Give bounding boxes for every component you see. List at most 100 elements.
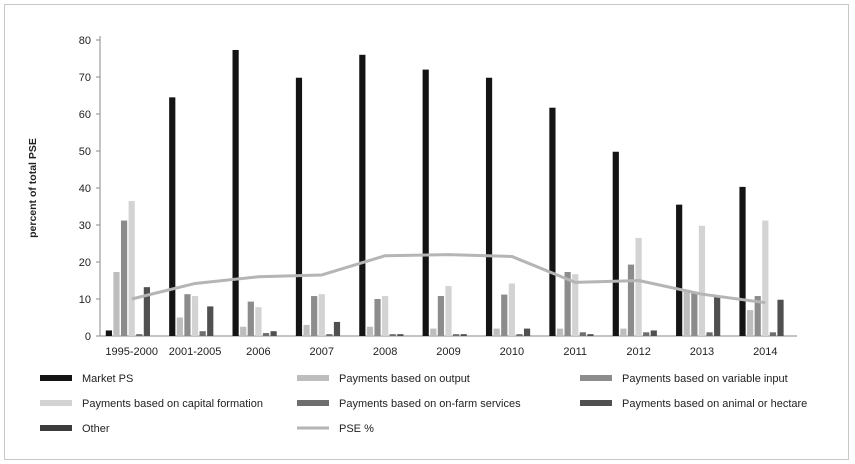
bar-payments-based-on-variable-input-1995-2000 (120, 220, 128, 336)
bar-market-ps-2011 (549, 107, 556, 337)
legend-swatch-payments-based-on-animal-or-hectare (580, 400, 612, 406)
bar-payments-based-on-animal-or-hectare-2010 (523, 328, 531, 336)
bar-market-ps-2008 (359, 54, 366, 337)
bar-payments-based-on-capital-formation-2008 (382, 296, 389, 336)
bar-payments-based-on-capital-formation-2001-2005 (191, 296, 199, 336)
bar-payments-based-on-capital-formation-1995-2000 (128, 200, 135, 336)
bar-market-ps-2007 (295, 77, 303, 337)
bar-market-ps-2006 (232, 49, 239, 337)
bar-payments-based-on-animal-or-hectare-2007 (333, 321, 341, 336)
legend-swatch-payments-based-on-on-farm-services (297, 400, 329, 406)
legend-label-other: Other (82, 423, 110, 435)
y-tick-label: 10 (79, 294, 91, 306)
bars (105, 49, 784, 337)
y-tick-label: 40 (79, 183, 91, 195)
bar-payments-based-on-output-1995-2000 (113, 271, 120, 336)
bar-market-ps-2010 (485, 77, 493, 337)
bar-market-ps-2014 (739, 186, 746, 336)
bar-payments-based-on-output-2010 (493, 328, 500, 336)
bar-payments-based-on-variable-input-2009 (437, 296, 444, 336)
bar-payments-based-on-capital-formation-2014 (762, 220, 769, 336)
bar-payments-based-on-capital-formation-2011 (572, 274, 579, 336)
bar-market-ps-2009 (422, 69, 429, 336)
bar-payments-based-on-variable-input-2012 (627, 264, 635, 336)
bar-payments-based-on-variable-input-2001-2005 (184, 294, 191, 336)
bar-payments-based-on-on-farm-services-2011 (579, 332, 586, 336)
bar-payments-based-on-animal-or-hectare-1995-2000 (143, 287, 150, 336)
x-tick-label: 2010 (500, 346, 524, 358)
x-tick-label: 2011 (563, 346, 587, 358)
bar-payments-based-on-animal-or-hectare-2014 (777, 299, 784, 336)
bar-payments-based-on-output-2001-2005 (176, 317, 183, 336)
bar-market-ps-2001-2005 (169, 97, 176, 336)
bar-payments-based-on-on-farm-services-2006 (262, 333, 270, 336)
bar-payments-based-on-animal-or-hectare-2006 (270, 331, 277, 336)
bar-payments-based-on-output-2006 (240, 326, 247, 336)
bar-payments-based-on-animal-or-hectare-2013 (714, 297, 721, 336)
legend-swatch-payments-based-on-capital-formation (40, 400, 72, 406)
bar-market-ps-2013 (676, 204, 683, 336)
bar-payments-based-on-variable-input-2014 (754, 296, 761, 336)
x-tick-label: 2007 (310, 346, 334, 358)
bar-market-ps-2012 (612, 151, 619, 336)
legend-swatch-payments-based-on-output (297, 375, 329, 381)
bar-payments-based-on-variable-input-2007 (311, 296, 318, 336)
y-tick-label: 50 (79, 146, 91, 158)
legend-swatch-market-ps (40, 375, 72, 381)
legend-label-market-ps: Market PS (82, 373, 133, 385)
legend-label-payments-based-on-capital-formation: Payments based on capital formation (82, 398, 263, 410)
bar-payments-based-on-capital-formation-2009 (445, 286, 452, 336)
bar-payments-based-on-output-2009 (430, 328, 437, 336)
y-tick-label: 60 (79, 109, 91, 121)
bar-payments-based-on-on-farm-services-2013 (706, 332, 713, 336)
x-tick-label: 2012 (626, 346, 650, 358)
bar-payments-based-on-on-farm-services-2010 (516, 334, 523, 336)
bar-payments-based-on-output-2012 (620, 328, 627, 336)
legend-label-pse: PSE % (339, 423, 374, 435)
bar-payments-based-on-animal-or-hectare-2001-2005 (207, 306, 214, 336)
bar-payments-based-on-on-farm-services-1995-2000 (136, 334, 143, 336)
y-tick-label: 0 (85, 331, 91, 343)
bar-payments-based-on-output-2011 (556, 328, 564, 336)
x-tick-label: 2008 (373, 346, 397, 358)
legend-label-payments-based-on-animal-or-hectare: Payments based on animal or hectare (622, 398, 807, 410)
bar-payments-based-on-animal-or-hectare-2012 (650, 330, 657, 336)
bar-payments-based-on-variable-input-2013 (691, 291, 698, 336)
x-tick-label: 2001-2005 (169, 346, 222, 358)
legend-swatch-other (40, 425, 72, 431)
y-tick-label: 80 (79, 35, 91, 47)
bar-payments-based-on-capital-formation-2012 (635, 237, 642, 336)
legend-label-payments-based-on-output: Payments based on output (339, 373, 470, 385)
bar-payments-based-on-variable-input-2010 (501, 294, 508, 336)
bar-payments-based-on-output-2014 (747, 310, 754, 336)
bar-payments-based-on-on-farm-services-2001-2005 (199, 331, 206, 336)
bar-payments-based-on-capital-formation-2013 (698, 225, 706, 336)
x-tick-label: 1995-2000 (105, 346, 158, 358)
bar-payments-based-on-capital-formation-2007 (318, 294, 325, 336)
bar-payments-based-on-animal-or-hectare-2011 (587, 334, 594, 336)
y-tick-label: 70 (79, 72, 91, 84)
bar-payments-based-on-on-farm-services-2007 (326, 334, 333, 336)
bar-payments-based-on-output-2007 (303, 324, 310, 336)
x-tick-label: 2013 (690, 346, 714, 358)
bar-payments-based-on-on-farm-services-2014 (769, 332, 777, 336)
bar-market-ps-1995-2000 (105, 330, 112, 336)
bar-payments-based-on-animal-or-hectare-2009 (460, 334, 467, 336)
bar-payments-based-on-on-farm-services-2012 (643, 332, 650, 336)
legend-label-payments-based-on-on-farm-services: Payments based on on-farm services (339, 398, 521, 410)
bar-payments-based-on-output-2008 (366, 326, 374, 336)
bar-payments-based-on-variable-input-2006 (247, 301, 254, 336)
bar-payments-based-on-animal-or-hectare-2008 (397, 334, 404, 336)
bar-payments-based-on-variable-input-2011 (564, 271, 571, 336)
bar-payments-based-on-on-farm-services-2009 (453, 334, 460, 336)
bar-payments-based-on-output-2013 (683, 289, 690, 336)
bar-payments-based-on-on-farm-services-2008 (389, 334, 396, 336)
y-axis-label: percent of total PSE (27, 138, 39, 238)
legend-swatch-payments-based-on-variable-input (580, 375, 612, 381)
pse-line (131, 253, 766, 305)
y-tick-label: 30 (79, 220, 91, 232)
legend-label-payments-based-on-variable-input: Payments based on variable input (622, 373, 788, 385)
y-tick-label: 20 (79, 257, 91, 269)
bar-payments-based-on-variable-input-2008 (374, 299, 381, 336)
